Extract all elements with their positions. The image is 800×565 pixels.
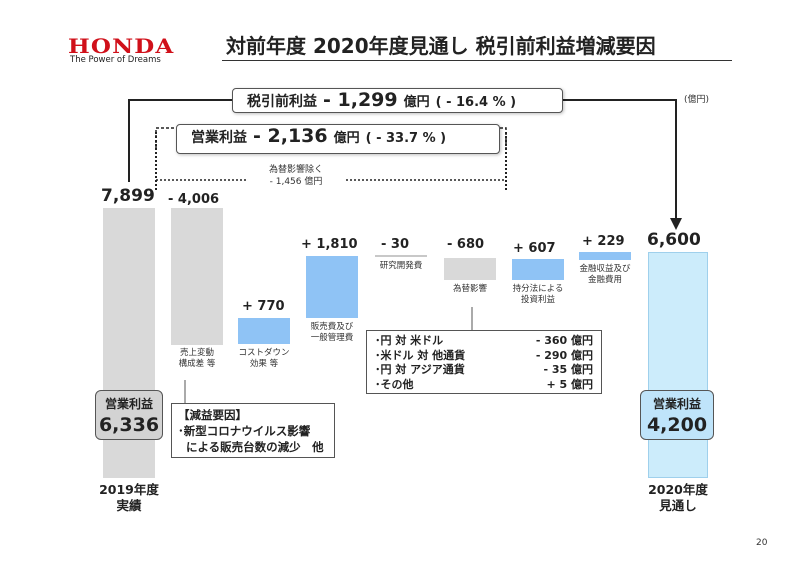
badge-2019-value: 6,336 [98, 414, 160, 436]
decline-factors-box: 【減益要因】 ･新型コロナウイルス影響 による販売台数の減少 他 [171, 403, 335, 458]
operating-label: 営業利益 [191, 130, 247, 146]
operating-profit-badge-2020: 営業利益 4,200 [640, 390, 714, 440]
operating-profit-badge-2019: 営業利益 6,336 [95, 390, 163, 440]
pretax-value: - 1,299 [323, 89, 398, 111]
pretax-profit-callout: 税引前利益 - 1,299 億円 ( - 16.4 % ) [232, 88, 563, 113]
fx-breakdown-box: ･円 対 米ドル - 360 億円 ･米ドル 対 他通貨 - 290 億円 ･円 対… [366, 330, 602, 394]
badge-2020-label: 営業利益 [652, 397, 701, 411]
axis-label-2019-year: 2019年度 [99, 482, 159, 497]
decline-line-3: による販売台数の減少 他 [178, 440, 324, 454]
caption-cost-reduction-2: 効果 等 [249, 359, 279, 369]
bar-2020-forecast [648, 252, 708, 478]
caption-rnd-1: 研究開発費 [379, 261, 423, 271]
page-number: 20 [756, 538, 768, 548]
badge-2019-label: 営業利益 [104, 397, 153, 411]
axis-label-2020-kind: 見通し [659, 498, 697, 513]
bar-equity-income [512, 259, 564, 280]
fx-excluded-line-2: - 1,456 億円 [269, 177, 323, 187]
tagline: The Power of Dreams [70, 55, 161, 65]
caption-equity-income-2: 投資利益 [520, 295, 555, 305]
caption-finance-2: 金融費用 [587, 275, 622, 285]
fx-row-label: ･円 対 アジア通貨 [375, 363, 465, 376]
pretax-unit: 億円 [403, 95, 430, 110]
unit-label: (億円) [684, 95, 710, 105]
operating-pct: ( - 33.7 % ) [365, 131, 447, 146]
fx-row-label: ･米ドル 対 他通貨 [375, 348, 466, 362]
fx-row-label: ･円 対 米ドル [375, 334, 444, 347]
pretax-label: 税引前利益 [247, 94, 317, 110]
bar-finance [579, 252, 631, 260]
badge-2020-value: 4,200 [646, 414, 708, 436]
value-sales-change: - 4,006 [168, 192, 220, 207]
fx-row: ･その他 + 5 億円 [375, 378, 593, 393]
caption-fx-1: 為替影響 [452, 284, 487, 294]
decline-line-1: 【減益要因】 [178, 408, 247, 422]
caption-finance: 金融収益及び 金融費用 [579, 264, 631, 286]
bar-sga [306, 256, 358, 318]
value-2020: 6,600 [647, 230, 701, 250]
caption-sales-change-2: 構成差 等 [178, 359, 216, 369]
caption-equity-income-1: 持分法による [512, 284, 564, 294]
caption-sga-2: 一般管理費 [310, 333, 354, 343]
value-finance: + 229 [582, 234, 625, 249]
operating-unit: 億円 [333, 131, 360, 146]
caption-sales-change: 売上変動 構成差 等 [171, 348, 223, 370]
caption-finance-1: 金融収益及び [579, 264, 631, 274]
value-sga: + 1,810 [301, 237, 358, 252]
value-equity-income: + 607 [513, 241, 556, 256]
caption-cost-reduction-1: コストダウン [238, 348, 290, 358]
value-2019: 7,899 [101, 186, 155, 206]
fx-excluded-line-1: 為替影響除く [268, 165, 323, 175]
fx-row-value: - 35 億円 [543, 363, 593, 376]
axis-label-2020: 2020年度 見通し [638, 482, 718, 514]
caption-equity-income: 持分法による 投資利益 [512, 284, 564, 306]
axis-label-2019-kind: 実績 [116, 498, 142, 513]
caption-rnd: 研究開発費 [375, 261, 427, 272]
value-fx: - 680 [447, 237, 485, 252]
pretax-pct: ( - 16.4 % ) [435, 95, 517, 110]
fx-row-value: + 5 億円 [546, 377, 593, 391]
fx-row-value: - 290 億円 [535, 348, 593, 362]
bar-sales-change [171, 208, 223, 345]
value-rnd: - 30 [381, 237, 410, 252]
caption-cost-reduction: コストダウン 効果 等 [238, 348, 290, 370]
honda-logo: HONDA [68, 34, 175, 58]
fx-excluded-note: 為替影響除く - 1,456 億円 [246, 164, 346, 188]
axis-label-2019: 2019年度 実績 [89, 482, 169, 514]
operating-value: - 2,136 [253, 125, 328, 147]
page-title: 対前年度 2020年度見通し 税引前利益増減要因 [226, 34, 656, 58]
bar-fx [444, 258, 496, 280]
fx-row: ･米ドル 対 他通貨 - 290 億円 [375, 349, 593, 364]
bar-rnd [375, 255, 427, 257]
caption-sga: 販売費及び 一般管理費 [306, 322, 358, 344]
caption-fx: 為替影響 [444, 284, 496, 295]
value-cost-reduction: + 770 [242, 299, 285, 314]
axis-label-2020-year: 2020年度 [648, 482, 708, 497]
fx-row: ･円 対 アジア通貨 - 35 億円 [375, 363, 593, 378]
caption-sales-change-1: 売上変動 [179, 348, 214, 358]
decline-line-2: ･新型コロナウイルス影響 [178, 424, 311, 438]
fx-row: ･円 対 米ドル - 360 億円 [375, 334, 593, 349]
fx-row-value: - 360 億円 [535, 334, 593, 347]
fx-row-label: ･その他 [375, 377, 414, 391]
caption-sga-1: 販売費及び [310, 322, 354, 332]
operating-profit-callout: 営業利益 - 2,136 億円 ( - 33.7 % ) [176, 124, 500, 154]
title-rule [222, 60, 732, 61]
bar-cost-reduction [238, 318, 290, 344]
